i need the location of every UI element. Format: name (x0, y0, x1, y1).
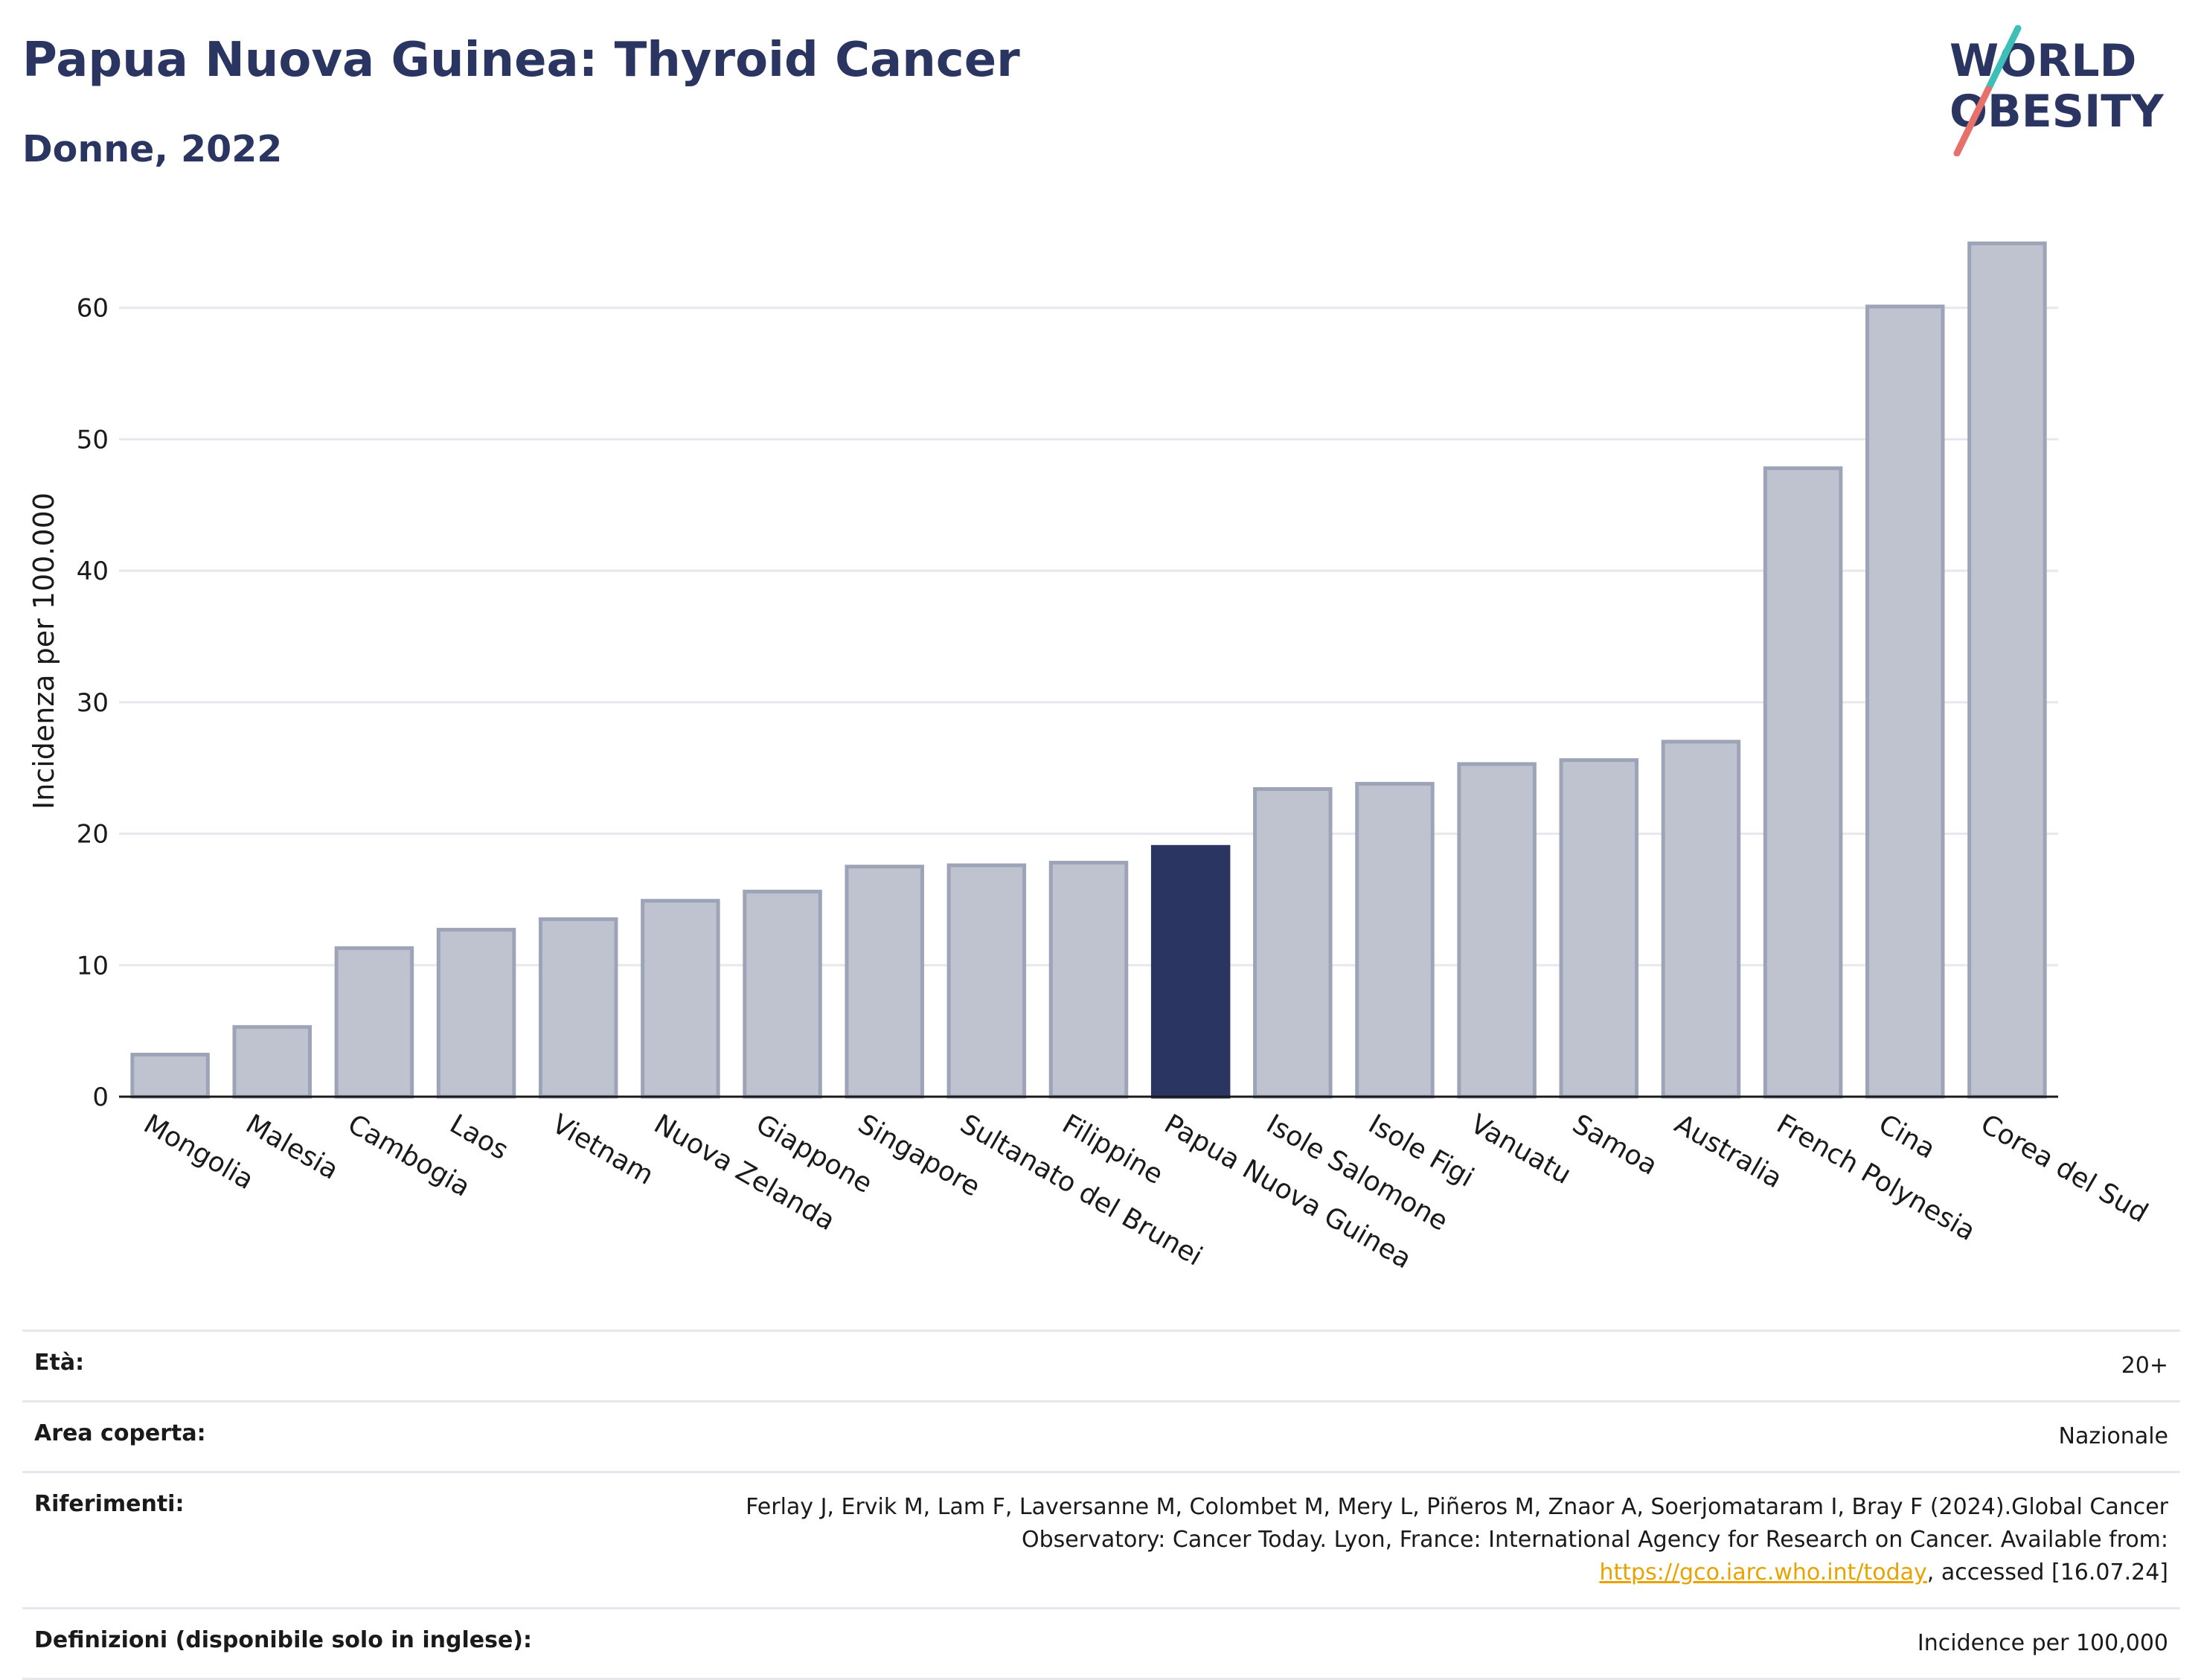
meta-label: Definizioni (disponibile solo in inglese… (22, 1607, 670, 1680)
x-tick-label: Vanuatu (1465, 1109, 1576, 1190)
x-tick-label: Nuova Zelanda (649, 1109, 840, 1237)
bar-cina (1865, 304, 1945, 1099)
bar-mongolia (130, 1052, 210, 1099)
bar-french-polynesia (1763, 466, 1843, 1099)
y-axis-ticks: 0 10 20 30 40 50 60 (77, 294, 109, 1112)
metadata-table: Età: 20+ Area coperta: Nazionale Riferim… (22, 1330, 2180, 1680)
y-tick-label: 60 (77, 294, 109, 324)
chart-title: Papua Nuova Guinea: Thyroid Cancer (22, 33, 1020, 88)
y-tick-label: 40 (77, 557, 109, 586)
x-tick-label: Malesia (240, 1109, 343, 1186)
bar-cambogia (334, 946, 414, 1099)
bar-isole-figi (1355, 781, 1435, 1099)
x-tick-label: Cina (1874, 1109, 1941, 1165)
reference-link[interactable]: https://gco.iarc.who.int/today (1599, 1559, 1927, 1586)
x-tick-label: Australia (1669, 1109, 1787, 1194)
reference-accessed: , accessed [16.07.24] (1926, 1559, 2168, 1586)
x-tick-label: Corea del Sud (1976, 1109, 2153, 1228)
meta-row-age: Età: 20+ (22, 1330, 2180, 1402)
meta-label: Età: (22, 1330, 670, 1402)
meta-value: Ferlay J, Ervik M, Lam F, Laversanne M, … (670, 1471, 2180, 1609)
bar-malesia (232, 1025, 312, 1099)
meta-row-definitions: Definizioni (disponibile solo in inglese… (22, 1607, 2180, 1680)
bar-isole-salomone (1253, 786, 1333, 1099)
x-tick-label: Laos (445, 1109, 513, 1166)
bar-australia (1661, 740, 1741, 1099)
bar-papua-nuova-guinea (1150, 844, 1231, 1099)
y-tick-label: 50 (77, 425, 109, 455)
x-tick-label: Mongolia (138, 1109, 259, 1196)
bar-giappone (743, 889, 822, 1099)
meta-row-references: Riferimenti: Ferlay J, Ervik M, Lam F, L… (22, 1471, 2180, 1609)
logo-slash-teal (1984, 25, 2022, 93)
bar-sultanato-del-brunei (946, 863, 1027, 1099)
y-tick-label: 10 (77, 951, 109, 981)
reference-text: Ferlay J, Ervik M, Lam F, Laversanne M, … (746, 1494, 2168, 1553)
bar-nuova-zelanda (641, 899, 720, 1099)
meta-label: Riferimenti: (22, 1471, 670, 1609)
y-tick-label: 20 (77, 820, 109, 850)
x-tick-label: Vietnam (547, 1109, 659, 1191)
x-tick-label: Samoa (1567, 1109, 1662, 1182)
world-obesity-logo: WORLD OBESITY (1949, 25, 2165, 156)
meta-row-area: Area coperta: Nazionale (22, 1400, 2180, 1472)
y-tick-label: 30 (77, 688, 109, 718)
meta-value: Nazionale (670, 1400, 2180, 1472)
meta-value: Incidence per 100,000 (670, 1607, 2180, 1680)
logo-slash-coral (1953, 86, 1992, 156)
bar-samoa (1559, 758, 1639, 1099)
bars (130, 241, 2047, 1099)
bar-corea-del-sud (1967, 241, 2047, 1099)
chart-subtitle: Donne, 2022 (22, 128, 283, 170)
y-tick-label: 0 (92, 1083, 109, 1112)
bar-filippine (1048, 860, 1129, 1099)
bar-laos (436, 928, 516, 1099)
y-axis-label: Incidenza per 100.000 (28, 493, 60, 809)
bar-singapore (845, 865, 924, 1099)
meta-label: Area coperta: (22, 1400, 670, 1472)
bar-vietnam (538, 917, 618, 1099)
meta-value: 20+ (670, 1330, 2180, 1402)
logo-word-world: WORLD (1949, 35, 2136, 87)
bar-vanuatu (1457, 762, 1537, 1099)
